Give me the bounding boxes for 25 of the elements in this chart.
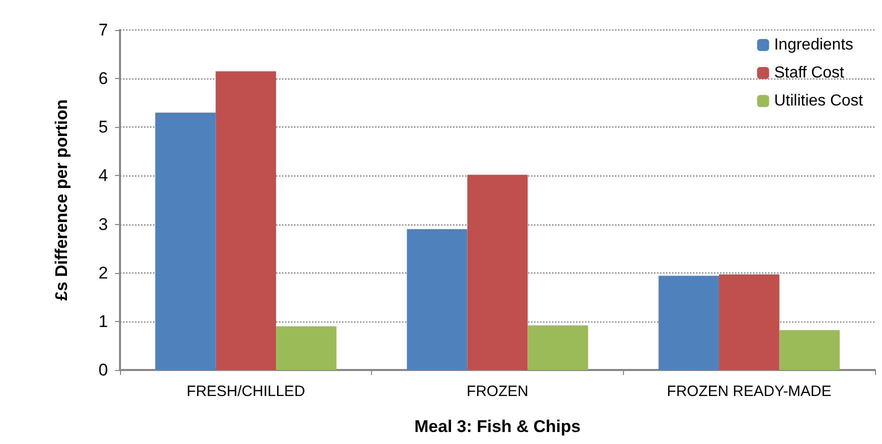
y-tick-label: 3 [98, 214, 108, 234]
y-tick-label: 1 [98, 312, 108, 331]
bar [276, 326, 336, 370]
legend-label: Ingredients [774, 36, 854, 54]
x-axis-title: Meal 3: Fish & Chips [414, 417, 581, 436]
y-axis-title: £s Difference per portion [52, 99, 71, 301]
x-tick-label: FROZEN [466, 383, 528, 400]
y-tick-label: 0 [98, 360, 108, 380]
bar [779, 330, 840, 370]
bar [155, 112, 216, 370]
y-tick-label: 7 [98, 20, 108, 40]
bar [406, 229, 468, 370]
y-tick-label: 6 [98, 69, 108, 88]
y-tick-label: 5 [98, 118, 108, 137]
y-tick-label: 4 [98, 166, 108, 186]
legend-label: Staff Cost [774, 64, 845, 82]
bar [658, 276, 719, 370]
bar [528, 325, 588, 370]
y-tick-label: 2 [98, 263, 108, 282]
legend-label: Utilities Cost [774, 92, 864, 110]
x-tick-label: FROZEN READY-MADE [666, 383, 832, 400]
bar [467, 174, 528, 370]
x-tick-label: FRESH/CHILLED [186, 383, 306, 400]
bar [216, 71, 276, 370]
bar [718, 274, 780, 370]
